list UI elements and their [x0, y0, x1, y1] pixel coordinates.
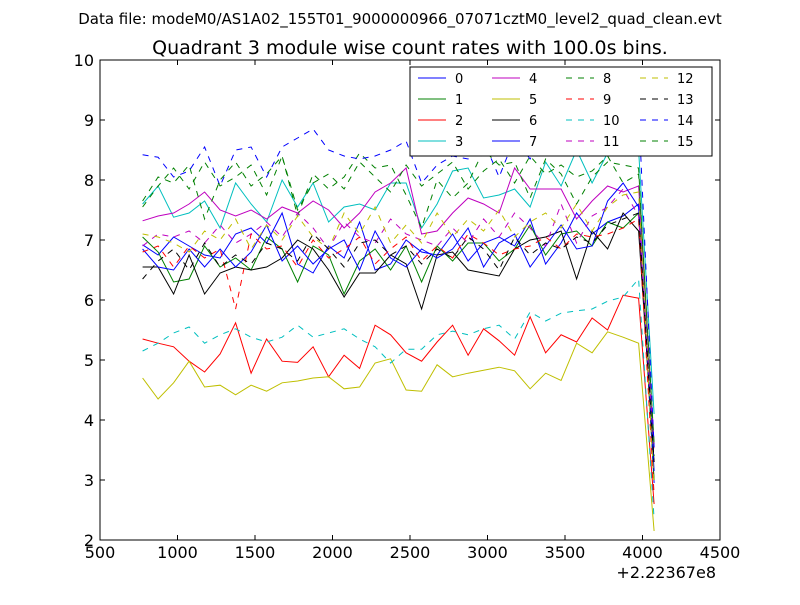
series-line-12: [142, 191, 655, 487]
series-line-4: [142, 166, 655, 445]
data-file-caption: Data file: modeM0/AS1A02_155T01_90000009…: [78, 10, 722, 29]
series-line-8: [142, 149, 655, 457]
chart-title: Quadrant 3 module wise count rates with …: [152, 37, 668, 59]
series-line-6: [142, 212, 655, 463]
x-tick-label: 4500: [700, 543, 741, 562]
series-line-9: [142, 218, 655, 496]
y-tick-label: 4: [84, 411, 94, 430]
x-tick-label: 2000: [312, 543, 353, 562]
legend-label-12: 12: [677, 72, 694, 87]
series-line-3: [142, 148, 655, 415]
legend-label-13: 13: [677, 93, 694, 108]
legend-label-5: 5: [529, 93, 537, 108]
legend-label-10: 10: [603, 114, 620, 129]
series-line-10: [142, 277, 655, 520]
legend-label-9: 9: [603, 93, 611, 108]
legend-box: [409, 66, 713, 157]
legend-label-15: 15: [677, 135, 694, 150]
legend-label-11: 11: [603, 135, 620, 150]
legend-label-0: 0: [455, 72, 463, 87]
y-tick-label: 5: [84, 351, 94, 370]
x-offset-label: +2.22367e8: [616, 563, 716, 582]
legend-label-14: 14: [677, 114, 694, 129]
y-tick-label: 6: [84, 291, 94, 310]
tick-layer: 500 1000 1500 2000 2500 3000 3500 4000 4500 2 3 4 5 6…: [74, 51, 741, 562]
legend-label-2: 2: [455, 114, 463, 129]
series-line-2: [142, 294, 655, 505]
series-line-11: [142, 188, 655, 451]
y-tick-label: 3: [84, 471, 94, 490]
y-tick-label: 7: [84, 231, 94, 250]
x-tick-label: 3500: [545, 543, 586, 562]
y-tick-label: 9: [84, 111, 94, 130]
legend-label-1: 1: [455, 93, 463, 108]
y-tick-label: 2: [84, 531, 94, 550]
x-tick-label: 3000: [467, 543, 508, 562]
x-tick-label: 500: [85, 543, 116, 562]
y-tick-label: 8: [84, 171, 94, 190]
series-line-5: [142, 331, 655, 532]
series-line-15: [142, 154, 655, 445]
series-line-0: [142, 203, 655, 484]
legend-label-7: 7: [529, 135, 537, 150]
x-tick-label: 2500: [390, 543, 431, 562]
series-line-1: [142, 211, 655, 481]
y-tick-label: 10: [74, 51, 94, 70]
legend-label-4: 4: [529, 72, 537, 87]
legend-label-6: 6: [529, 114, 537, 129]
x-tick-label: 4000: [622, 543, 663, 562]
series-layer: [142, 101, 655, 532]
series-line-7: [142, 182, 655, 472]
legend-label-3: 3: [455, 135, 463, 150]
x-tick-label: 1000: [157, 543, 198, 562]
legend-label-8: 8: [603, 72, 611, 87]
x-tick-label: 1500: [235, 543, 276, 562]
